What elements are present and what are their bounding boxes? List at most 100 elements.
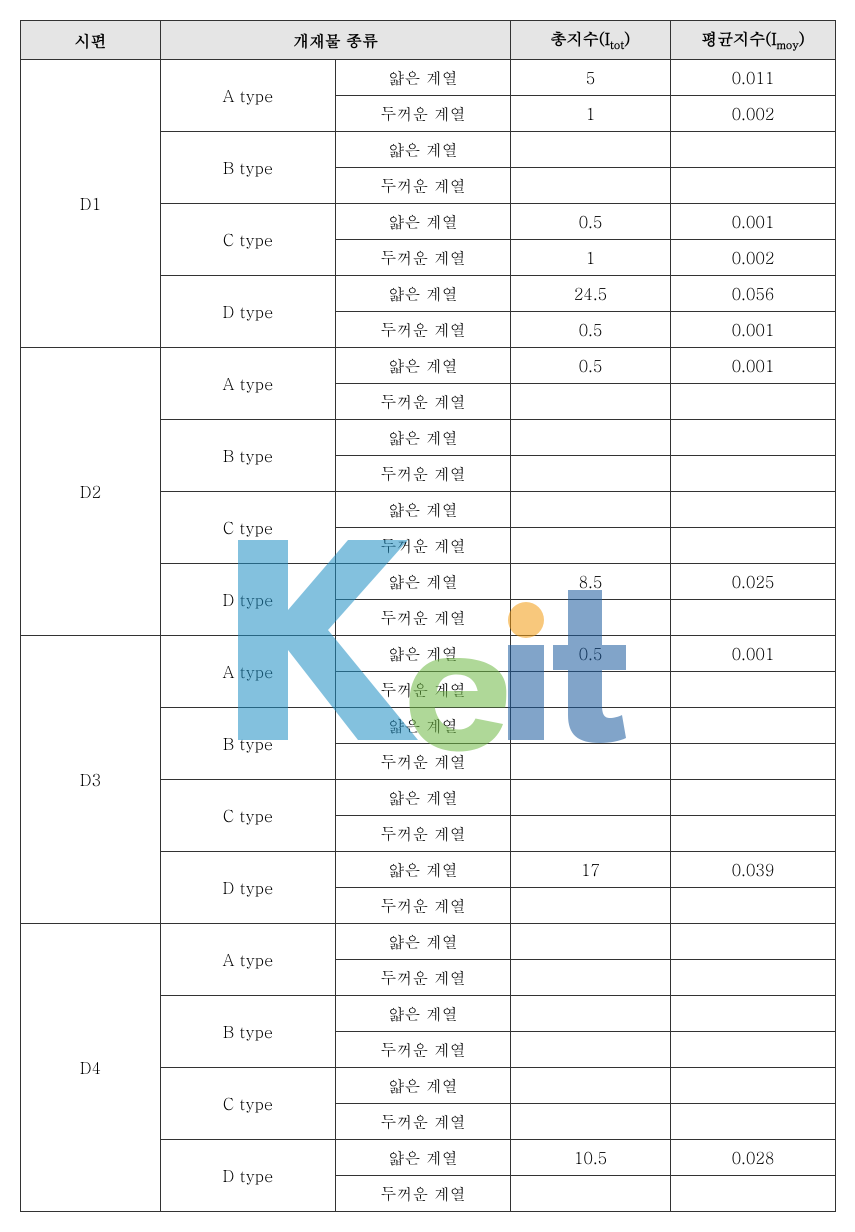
itot-cell: 8.5 — [511, 564, 671, 600]
specimen-cell: D4 — [21, 924, 161, 1212]
itot-cell: 1 — [511, 240, 671, 276]
imoy-cell: 0.028 — [671, 1140, 836, 1176]
imoy-cell — [671, 420, 836, 456]
itot-cell — [511, 1104, 671, 1140]
imoy-cell: 0.001 — [671, 636, 836, 672]
series-cell: 두꺼운 계열 — [336, 672, 511, 708]
series-cell: 두꺼운 계열 — [336, 456, 511, 492]
imoy-cell — [671, 168, 836, 204]
series-cell: 두꺼운 계열 — [336, 744, 511, 780]
type-cell: C type — [161, 1068, 336, 1140]
imoy-cell — [671, 1032, 836, 1068]
series-cell: 두꺼운 계열 — [336, 240, 511, 276]
itot-cell — [511, 1032, 671, 1068]
table-row: D3A type얇은 계열0.50.001 — [21, 636, 836, 672]
series-cell: 두꺼운 계열 — [336, 384, 511, 420]
series-cell: 두꺼운 계열 — [336, 528, 511, 564]
data-table-wrapper: 시편 개재물 종류 총지수(Itot) 평균지수(Imoy) D1A type얇… — [20, 20, 835, 1212]
imoy-cell — [671, 744, 836, 780]
type-cell: A type — [161, 60, 336, 132]
type-cell: D type — [161, 852, 336, 924]
imoy-cell: 0.011 — [671, 60, 836, 96]
type-cell: A type — [161, 636, 336, 708]
header-imoy: 평균지수(Imoy) — [671, 21, 836, 60]
series-cell: 두꺼운 계열 — [336, 960, 511, 996]
header-inclusion-type: 개재물 종류 — [161, 21, 511, 60]
table-body: D1A type얇은 계열50.011두꺼운 계열10.002B type얇은 … — [21, 60, 836, 1212]
itot-cell: 5 — [511, 60, 671, 96]
imoy-cell — [671, 1176, 836, 1212]
imoy-cell — [671, 456, 836, 492]
series-cell: 두꺼운 계열 — [336, 1032, 511, 1068]
table-header: 시편 개재물 종류 총지수(Itot) 평균지수(Imoy) — [21, 21, 836, 60]
series-cell: 얇은 계열 — [336, 1068, 511, 1104]
type-cell: B type — [161, 708, 336, 780]
imoy-cell — [671, 888, 836, 924]
imoy-cell: 0.001 — [671, 312, 836, 348]
series-cell: 얇은 계열 — [336, 276, 511, 312]
series-cell: 두꺼운 계열 — [336, 600, 511, 636]
imoy-cell — [671, 996, 836, 1032]
type-cell: C type — [161, 204, 336, 276]
type-cell: C type — [161, 780, 336, 852]
itot-cell: 10.5 — [511, 1140, 671, 1176]
series-cell: 얇은 계열 — [336, 852, 511, 888]
type-cell: D type — [161, 564, 336, 636]
imoy-cell: 0.001 — [671, 348, 836, 384]
series-cell: 얇은 계열 — [336, 564, 511, 600]
inclusion-data-table: 시편 개재물 종류 총지수(Itot) 평균지수(Imoy) D1A type얇… — [20, 20, 836, 1212]
series-cell: 얇은 계열 — [336, 492, 511, 528]
itot-cell — [511, 960, 671, 996]
specimen-cell: D2 — [21, 348, 161, 636]
itot-cell — [511, 168, 671, 204]
imoy-cell — [671, 1104, 836, 1140]
itot-cell — [511, 744, 671, 780]
itot-cell — [511, 888, 671, 924]
itot-cell — [511, 708, 671, 744]
itot-cell — [511, 780, 671, 816]
imoy-cell — [671, 816, 836, 852]
itot-cell — [511, 600, 671, 636]
itot-cell — [511, 816, 671, 852]
itot-cell: 0.5 — [511, 204, 671, 240]
type-cell: D type — [161, 276, 336, 348]
imoy-cell — [671, 960, 836, 996]
itot-cell — [511, 996, 671, 1032]
table-row: D1A type얇은 계열50.011 — [21, 60, 836, 96]
series-cell: 두꺼운 계열 — [336, 888, 511, 924]
type-cell: B type — [161, 132, 336, 204]
itot-cell: 1 — [511, 96, 671, 132]
imoy-cell — [671, 780, 836, 816]
series-cell: 얇은 계열 — [336, 204, 511, 240]
series-cell: 얇은 계열 — [336, 780, 511, 816]
table-row: D2A type얇은 계열0.50.001 — [21, 348, 836, 384]
itot-cell: 24.5 — [511, 276, 671, 312]
itot-cell — [511, 528, 671, 564]
imoy-cell: 0.039 — [671, 852, 836, 888]
series-cell: 얇은 계열 — [336, 924, 511, 960]
itot-cell — [511, 492, 671, 528]
series-cell: 두꺼운 계열 — [336, 816, 511, 852]
itot-cell — [511, 672, 671, 708]
series-cell: 두꺼운 계열 — [336, 96, 511, 132]
imoy-cell: 0.002 — [671, 240, 836, 276]
imoy-cell: 0.025 — [671, 564, 836, 600]
itot-cell — [511, 924, 671, 960]
series-cell: 얇은 계열 — [336, 996, 511, 1032]
type-cell: D type — [161, 1140, 336, 1212]
specimen-cell: D1 — [21, 60, 161, 348]
type-cell: C type — [161, 492, 336, 564]
series-cell: 두꺼운 계열 — [336, 1104, 511, 1140]
imoy-cell — [671, 600, 836, 636]
series-cell: 얇은 계열 — [336, 636, 511, 672]
header-specimen: 시편 — [21, 21, 161, 60]
imoy-cell: 0.056 — [671, 276, 836, 312]
table-row: D4A type얇은 계열 — [21, 924, 836, 960]
imoy-cell — [671, 672, 836, 708]
imoy-cell — [671, 492, 836, 528]
series-cell: 얇은 계열 — [336, 132, 511, 168]
series-cell: 얇은 계열 — [336, 60, 511, 96]
series-cell: 두꺼운 계열 — [336, 1176, 511, 1212]
series-cell: 얇은 계열 — [336, 348, 511, 384]
imoy-cell — [671, 1068, 836, 1104]
